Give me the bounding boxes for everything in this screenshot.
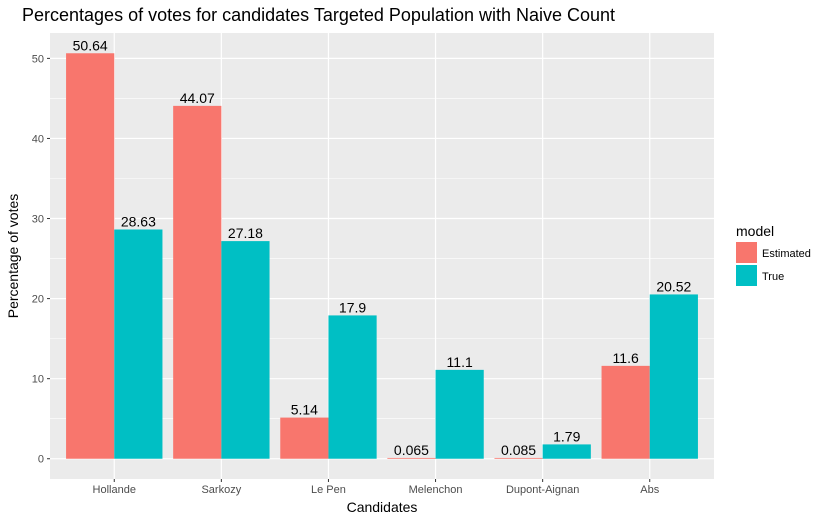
y-tick-label: 10 (32, 374, 44, 386)
bar-labels: 50.64 28.63 44.07 27.18 5.14 17.9 0.065 11.1 0.0… (73, 37, 692, 458)
data-label: 11.6 (613, 350, 639, 366)
data-label: 0.085 (501, 442, 536, 458)
y-tick-label: 0 (38, 454, 44, 466)
bar-estimated-melenchon (387, 457, 436, 459)
x-tick-label: Dupont-Aignan (506, 484, 579, 496)
data-label: 1.79 (553, 428, 580, 444)
data-label: 0.065 (394, 442, 429, 458)
bar-estimated-hollande (66, 53, 115, 459)
data-label: 11.1 (447, 354, 473, 370)
y-tick-label: 50 (32, 53, 44, 65)
bar-true-melenchon (435, 369, 484, 459)
chart-title: Percentages of votes for candidates Targ… (22, 5, 615, 25)
data-label: 17.9 (339, 299, 366, 315)
bar-estimated-dupont-aignan (494, 457, 543, 459)
bar-estimated-le pen (280, 417, 329, 459)
bar-true-abs (649, 294, 698, 459)
bar-true-dupont-aignan (542, 444, 591, 459)
legend-title: model (736, 223, 774, 239)
legend-swatch-estimated (736, 242, 757, 263)
x-tick-label: Hollande (93, 484, 136, 496)
bar-estimated-sarkozy (173, 105, 222, 459)
x-tick-label: Sarkozy (201, 484, 241, 496)
x-tick-label: Le Pen (311, 484, 346, 496)
y-tick-label: 20 (32, 294, 44, 306)
x-axis-title: Candidates (347, 499, 418, 515)
data-label: 28.63 (121, 213, 156, 229)
bar-estimated-abs (601, 365, 650, 459)
y-tick-label: 40 (32, 133, 44, 145)
legend-label: True (762, 271, 784, 283)
bars (66, 53, 698, 459)
x-tick-label: Abs (640, 484, 659, 496)
legend-swatch-true (736, 265, 757, 286)
bar-true-sarkozy (221, 241, 270, 459)
y-axis-title: Percentage of votes (5, 194, 21, 319)
y-tick-label: 30 (32, 214, 44, 226)
legend: model Estimated True (736, 223, 811, 286)
data-label: 5.14 (291, 402, 318, 418)
data-label: 27.18 (228, 225, 263, 241)
data-label: 44.07 (180, 90, 215, 106)
x-tick-label: Melenchon (409, 484, 463, 496)
x-axis: Hollande Sarkozy Le Pen Melenchon Dupont-Aig… (93, 479, 660, 496)
bar-true-hollande (114, 229, 163, 459)
y-axis: 0 10 20 30 40 50 (32, 53, 50, 466)
legend-label: Estimated (762, 248, 811, 260)
bar-true-le pen (328, 315, 377, 459)
data-label: 20.52 (656, 278, 691, 294)
data-label: 50.64 (73, 37, 108, 53)
